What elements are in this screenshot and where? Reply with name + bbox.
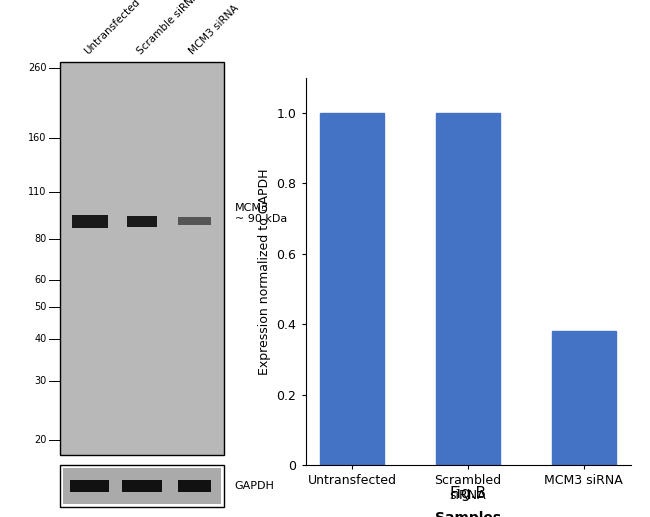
Text: 40: 40 xyxy=(34,334,46,344)
Text: 110: 110 xyxy=(28,187,46,197)
Text: 20: 20 xyxy=(34,435,46,445)
Bar xyxy=(60,465,224,507)
Y-axis label: Expression normalized to GAPDH: Expression normalized to GAPDH xyxy=(258,168,271,375)
Bar xyxy=(178,218,211,225)
X-axis label: Samples: Samples xyxy=(435,511,501,517)
Text: Scramble siRNA: Scramble siRNA xyxy=(135,0,201,57)
Bar xyxy=(72,215,107,227)
Text: GAPDH: GAPDH xyxy=(235,481,275,491)
Text: 160: 160 xyxy=(28,133,46,143)
Bar xyxy=(320,113,384,465)
Text: Fig.B: Fig.B xyxy=(450,486,486,501)
Bar xyxy=(63,468,221,504)
Bar xyxy=(70,480,109,492)
Text: MCM3
~ 90 kDa: MCM3 ~ 90 kDa xyxy=(235,203,287,224)
Bar xyxy=(436,113,500,465)
Text: Untransfected: Untransfected xyxy=(83,0,142,57)
Text: 60: 60 xyxy=(34,275,46,285)
Bar xyxy=(122,480,162,492)
Text: 80: 80 xyxy=(34,234,46,244)
Bar xyxy=(177,480,211,492)
Text: 50: 50 xyxy=(34,302,46,312)
Bar xyxy=(552,331,616,465)
Bar xyxy=(60,62,224,455)
Text: 260: 260 xyxy=(28,63,46,72)
Bar xyxy=(127,216,157,227)
Text: MCM3 siRNA: MCM3 siRNA xyxy=(187,4,240,57)
Text: 30: 30 xyxy=(34,376,46,386)
